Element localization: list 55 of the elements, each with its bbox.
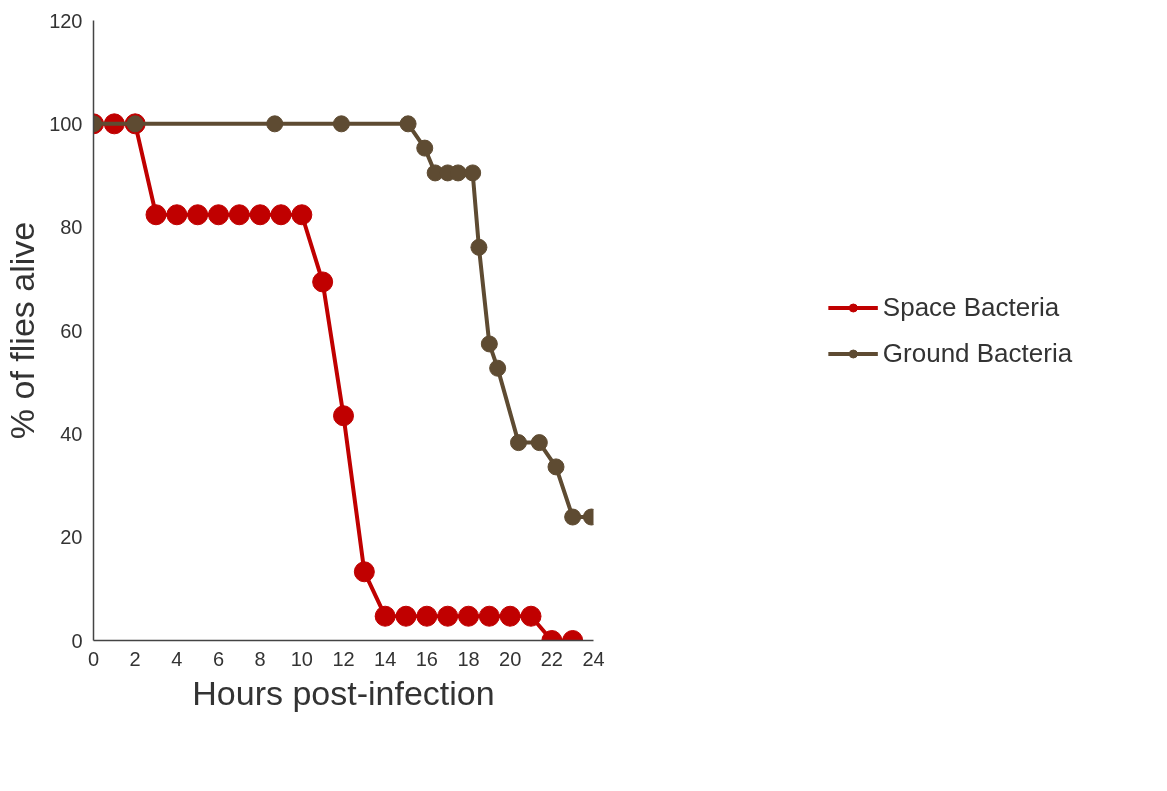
legend-label: Space Bacteria: [882, 291, 1060, 323]
x-tick-label: 2: [129, 647, 141, 670]
y-tick-label: 100: [49, 112, 83, 135]
y-axis-title: % of flies alive: [3, 221, 42, 440]
point: [145, 204, 167, 226]
point: [464, 164, 482, 182]
point: [510, 434, 527, 452]
point: [332, 115, 350, 133]
point: [374, 605, 396, 627]
point: [395, 605, 417, 627]
x-tick-label: 4: [171, 647, 183, 670]
point: [187, 204, 209, 226]
x-tick-label: 18: [457, 647, 480, 670]
x-tick-label: 6: [212, 647, 225, 670]
point: [270, 204, 292, 226]
x-tick-label: 12: [332, 647, 355, 670]
x-tick-label: 14: [374, 647, 397, 670]
point: [547, 458, 565, 476]
point: [416, 605, 438, 627]
point: [499, 605, 521, 627]
point: [478, 605, 500, 627]
x-tick-label: 10: [290, 647, 313, 670]
point: [470, 238, 488, 256]
point: [480, 335, 498, 353]
legend-label: Ground Bacteria: [882, 337, 1073, 369]
point: [333, 405, 354, 427]
point: [458, 605, 479, 627]
y-tick-label: 0: [71, 629, 83, 652]
y-tick-label: 20: [60, 526, 83, 549]
point: [437, 605, 459, 627]
x-tick-label: 8: [254, 647, 266, 670]
point: [228, 204, 250, 226]
x-tick-label: 0: [87, 647, 100, 670]
x-tick-label: 20: [499, 647, 522, 670]
y-tick-label: 60: [60, 319, 83, 342]
point: [291, 204, 313, 226]
point: [399, 115, 417, 133]
x-tick-label: 16: [415, 647, 438, 670]
point: [530, 434, 548, 452]
x-axis-title: Hours post-infection: [192, 673, 495, 712]
point: [520, 605, 542, 627]
point: [266, 115, 284, 133]
point: [312, 271, 334, 293]
point: [489, 359, 507, 377]
point: [353, 561, 375, 583]
point: [564, 508, 582, 526]
point: [249, 204, 271, 226]
y-tick-label: 120: [49, 9, 83, 32]
point: [208, 204, 229, 226]
y-tick-label: 80: [60, 216, 83, 239]
x-tick-label: 22: [540, 647, 563, 670]
point: [166, 204, 188, 226]
point: [416, 139, 434, 157]
y-tick-label: 40: [60, 422, 83, 445]
x-tick-label: 24: [582, 647, 605, 670]
